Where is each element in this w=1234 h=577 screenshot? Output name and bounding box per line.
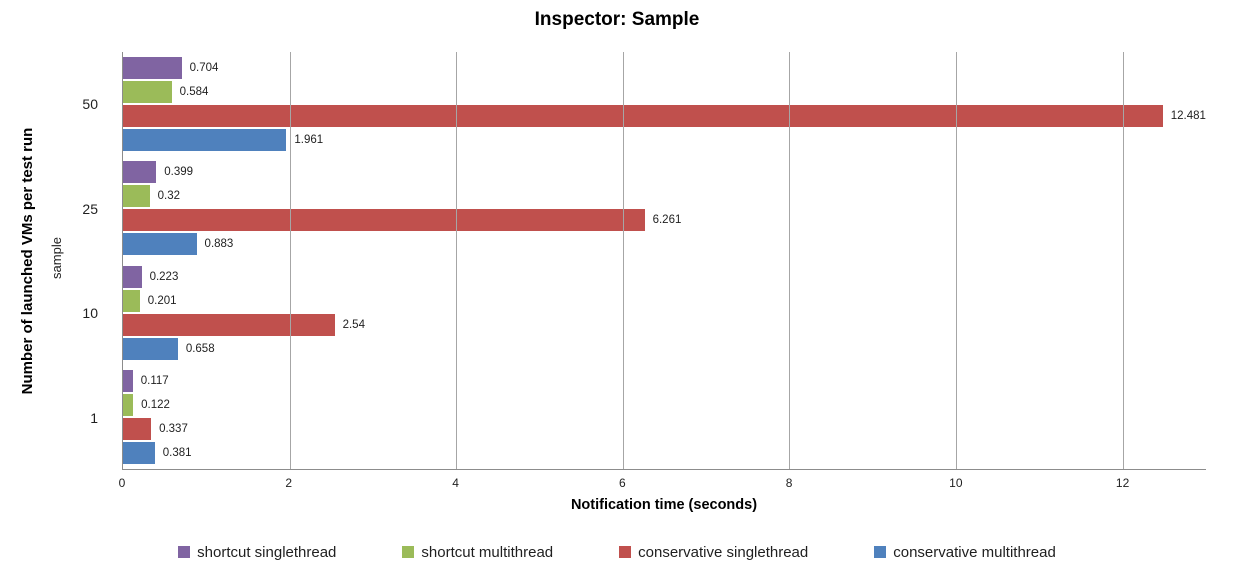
bar-value-label: 0.32 (157, 190, 181, 203)
gridline-x-10 (956, 52, 958, 469)
legend-label: shortcut singlethread (197, 543, 337, 561)
bar-group-10: 0.223 0.201 2.54 0.658 (123, 261, 1206, 365)
gridline-x-2 (289, 52, 291, 469)
bar-value-label: 0.381 (162, 446, 192, 459)
bar-value-label: 6.261 (652, 214, 682, 227)
x-tick-label-4: 4 (452, 476, 459, 490)
bar (123, 337, 178, 360)
bar-row: 0.223 (123, 265, 1206, 288)
bar (123, 57, 182, 80)
bar-row: 0.399 (123, 161, 1206, 184)
legend-marker-icon (178, 546, 191, 558)
bar-value-label: 0.117 (140, 374, 169, 387)
bar (123, 105, 1163, 128)
plot-area: 0.704 0.584 12.481 1.961 0.399 0.32 6.261 0.883… (122, 52, 1206, 470)
bar-value-label: 12.481 (1170, 110, 1206, 123)
bar-row: 0.201 (123, 289, 1206, 312)
bar (123, 369, 133, 392)
bar-row: 0.704 (123, 57, 1206, 80)
bar-row: 0.32 (123, 185, 1206, 208)
bar-row: 12.481 (123, 105, 1206, 128)
bar-row: 0.584 (123, 81, 1206, 104)
bar-value-label: 0.584 (179, 86, 209, 99)
bar-row: 0.658 (123, 337, 1206, 360)
bar-row: 6.261 (123, 209, 1206, 232)
bar-value-label: 0.704 (189, 62, 219, 75)
bar-value-label: 2.54 (342, 318, 365, 331)
bar-value-label: 0.399 (164, 166, 194, 179)
bar (123, 209, 645, 232)
gridline-x-4 (456, 52, 458, 469)
bar-value-label: 0.658 (185, 342, 215, 355)
x-tick-label-0: 0 (118, 476, 126, 490)
legend-entry: shortcut multithread (402, 544, 553, 561)
category-label-25: 25 (82, 200, 98, 217)
legend: shortcut singlethread shortcut multithrea… (0, 540, 1234, 564)
legend-label: conservative multithread (893, 543, 1056, 561)
bar (123, 417, 152, 440)
gridline-x-8 (789, 52, 791, 469)
legend-label: shortcut multithread (421, 543, 554, 561)
x-tick-label-6: 6 (618, 476, 626, 490)
bar-value-label: 0.883 (204, 238, 234, 251)
bar-group-25: 0.399 0.32 6.261 0.883 (123, 156, 1206, 260)
bar (123, 185, 150, 208)
bar-group-1: 0.117 0.122 0.337 0.381 (123, 365, 1206, 469)
bar-row: 1.961 (123, 129, 1206, 152)
bar (123, 161, 157, 184)
gridline-x-12 (1122, 52, 1124, 469)
bar (123, 441, 155, 464)
bar-groups: 0.704 0.584 12.481 1.961 0.399 0.32 6.261 0.883… (123, 52, 1206, 469)
bar-row: 0.381 (123, 441, 1206, 464)
bar (123, 265, 142, 288)
y-axis-category-labels: 50 25 10 1 (0, 52, 112, 470)
chart-title: Inspector: Sample (534, 9, 700, 30)
legend-marker-icon (402, 546, 415, 558)
x-axis-title: Notification time (seconds) (570, 497, 758, 513)
bar-row: 2.54 (123, 313, 1206, 336)
bar-row: 0.122 (123, 393, 1206, 416)
bar (123, 289, 140, 312)
category-label-50: 50 (82, 96, 98, 113)
legend-marker-icon (874, 546, 887, 558)
bar-row: 0.337 (123, 417, 1206, 440)
category-label-10: 10 (82, 305, 98, 322)
bar (123, 233, 197, 256)
bar (123, 81, 172, 104)
bar-row: 0.883 (123, 233, 1206, 256)
gridline-x-6 (622, 52, 624, 469)
bar (123, 313, 335, 336)
legend-label: conservative singlethread (638, 543, 809, 561)
bar-value-label: 1.961 (294, 134, 324, 147)
category-label-1: 1 (90, 409, 98, 426)
bar-row: 0.117 (123, 369, 1206, 392)
bar (123, 393, 134, 416)
legend-entry: conservative singlethread (619, 544, 808, 561)
x-tick-label-12: 12 (1115, 476, 1130, 490)
x-tick-label-10: 10 (949, 476, 963, 490)
bar-value-label: 0.201 (147, 294, 177, 307)
bar-value-label: 0.223 (149, 270, 179, 283)
bar-group-50: 0.704 0.584 12.481 1.961 (123, 52, 1206, 156)
bar (123, 129, 287, 152)
x-axis-tick-labels: 0 2 4 6 8 10 12 (118, 476, 1206, 492)
x-tick-label-8: 8 (785, 476, 793, 490)
bar-value-label: 0.337 (159, 422, 188, 435)
legend-entry: conservative multithread (874, 544, 1056, 561)
bar-value-label: 0.122 (141, 398, 170, 411)
x-tick-label-2: 2 (285, 476, 293, 490)
legend-marker-icon (619, 546, 632, 558)
legend-entry: shortcut singlethread (178, 544, 336, 561)
